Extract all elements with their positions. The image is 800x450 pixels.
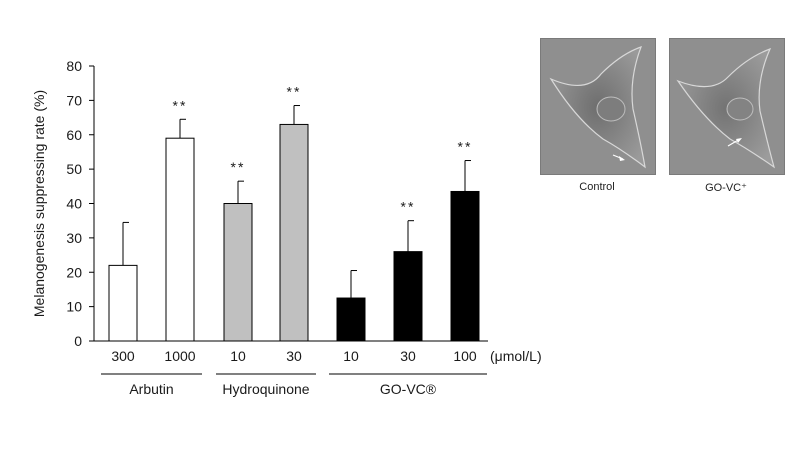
significance-mark: **: [401, 199, 416, 215]
y-tick-label: 40: [66, 196, 82, 212]
bar: [279, 123, 309, 342]
y-tick-label: 60: [66, 127, 82, 143]
y-tick-label: 70: [66, 92, 82, 108]
y-tick-label: 30: [66, 230, 82, 246]
bar: [165, 137, 195, 342]
x-tick-label: 100: [453, 348, 477, 364]
x-tick-label: 10: [343, 348, 359, 364]
x-tick-label: 300: [111, 348, 135, 364]
unit-label: (μmol/L): [490, 348, 542, 364]
go-vc-label: GO-VC⁺: [705, 182, 747, 194]
x-tick-label: 30: [400, 348, 416, 364]
group-label: Hydroquinone: [222, 381, 309, 397]
go-vc-micrograph: [669, 38, 785, 175]
significance-mark: **: [287, 84, 302, 100]
bar: [336, 297, 366, 342]
y-tick-label: 10: [66, 299, 82, 315]
x-tick-label: 1000: [164, 348, 195, 364]
significance-mark: **: [173, 97, 188, 113]
group-label: GO-VC®: [380, 381, 437, 397]
y-tick-label: 20: [66, 264, 82, 280]
y-axis-title: Melanogenesis suppressing rate (%): [31, 90, 47, 317]
significance-mark: **: [231, 159, 246, 175]
significance-mark: **: [458, 139, 473, 155]
y-tick-label: 80: [66, 58, 82, 74]
bar: [450, 190, 480, 342]
group-label: Arbutin: [129, 381, 173, 397]
y-tick-label: 50: [66, 161, 82, 177]
control-micrograph: [540, 38, 656, 175]
x-tick-label: 10: [230, 348, 246, 364]
bar: [393, 251, 423, 342]
bar: [223, 203, 253, 342]
control-label: Control: [579, 181, 615, 193]
bar: [108, 264, 138, 342]
y-tick-label: 0: [74, 333, 82, 349]
x-tick-label: 30: [286, 348, 302, 364]
